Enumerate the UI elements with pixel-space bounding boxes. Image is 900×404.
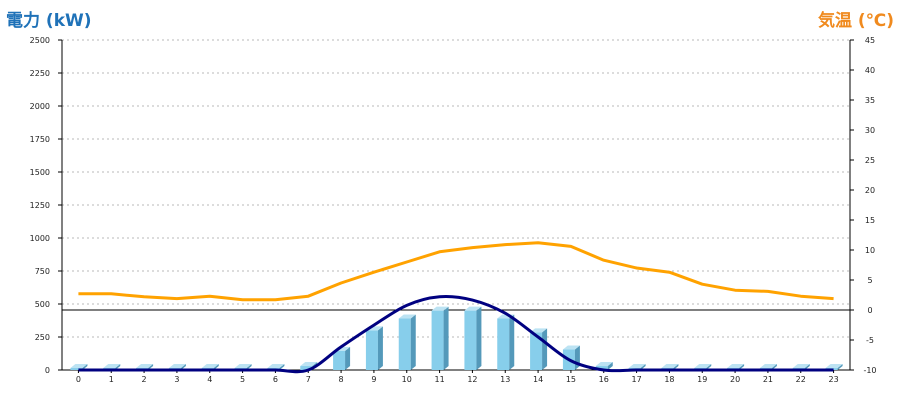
bar-top (661, 364, 679, 369)
x-tick-label: 10 (402, 375, 412, 384)
bar (398, 318, 411, 370)
right-tick-label: 5 (867, 276, 872, 285)
x-tick-label: 18 (664, 375, 674, 384)
x-tick-label: 14 (533, 375, 543, 384)
x-tick-label: 19 (697, 375, 707, 384)
bar (300, 366, 313, 370)
right-tick-label: -5 (866, 336, 874, 345)
x-tick-label: 9 (371, 375, 376, 384)
x-tick-label: 21 (763, 375, 773, 384)
bar (365, 330, 378, 370)
left-tick-label: 750 (35, 267, 50, 276)
x-tick-label: 11 (434, 375, 444, 384)
x-tick-label: 13 (500, 375, 510, 384)
right-tick-label: -10 (863, 366, 876, 375)
x-tick-label: 17 (631, 375, 641, 384)
x-tick-label: 2 (142, 375, 147, 384)
bar-side (837, 364, 843, 370)
x-tick-label: 12 (467, 375, 477, 384)
x-tick-label: 16 (599, 375, 609, 384)
bar-side (509, 314, 515, 370)
x-tick-label: 0 (76, 375, 81, 384)
right-tick-label: 45 (865, 36, 875, 45)
bar-top (103, 364, 121, 369)
bar-top (136, 364, 154, 369)
left-axis-title: 電力 (kW) (6, 11, 92, 31)
bar-side (377, 326, 383, 370)
bar-top (562, 345, 580, 350)
left-tick-label: 0 (45, 366, 50, 375)
bar-top (825, 364, 843, 369)
bar-top (267, 364, 285, 369)
x-tick-label: 20 (730, 375, 740, 384)
bar-side (607, 362, 613, 370)
left-tick-label: 1500 (30, 168, 50, 177)
bar (333, 350, 346, 370)
bar (595, 366, 608, 370)
bar-side (279, 364, 285, 370)
bar (431, 310, 444, 370)
x-tick-label: 3 (174, 375, 179, 384)
x-tick-label: 7 (306, 375, 311, 384)
left-tick-label: 250 (35, 333, 50, 342)
bar (464, 310, 477, 370)
right-tick-label: 40 (865, 66, 875, 75)
x-tick-label: 8 (339, 375, 344, 384)
x-tick-label: 4 (207, 375, 212, 384)
bar-side (476, 306, 482, 370)
bar-top (530, 328, 548, 333)
bar (70, 368, 83, 370)
right-tick-label: 20 (865, 186, 875, 195)
right-tick-label: 15 (865, 216, 875, 225)
bar-side (574, 345, 580, 370)
bar-top (398, 314, 416, 319)
bar-top (234, 364, 252, 369)
x-tick-label: 23 (828, 375, 838, 384)
right-tick-label: 35 (865, 96, 875, 105)
bar-top (759, 364, 777, 369)
bar-top (694, 364, 712, 369)
bar-side (443, 306, 449, 370)
bar-top (464, 306, 482, 311)
x-tick-label: 6 (273, 375, 278, 384)
bar (530, 332, 543, 370)
right-tick-label: 0 (867, 306, 872, 315)
left-tick-label: 2250 (30, 69, 50, 78)
right-tick-label: 25 (865, 156, 875, 165)
left-tick-label: 1250 (30, 201, 50, 210)
bar-top (628, 364, 646, 369)
left-tick-label: 2500 (30, 36, 50, 45)
right-tick-label: 10 (865, 246, 875, 255)
bar-top (70, 364, 88, 369)
right-tick-label: 30 (865, 126, 875, 135)
left-tick-label: 1750 (30, 135, 50, 144)
power-line (78, 294, 834, 374)
bar-top (201, 364, 219, 369)
bar-top (431, 306, 449, 311)
bar-side (542, 328, 548, 370)
bar-top (300, 362, 318, 367)
x-tick-label: 15 (566, 375, 576, 384)
right-axis-title: 気温 (℃) (817, 11, 894, 31)
bar-top (792, 364, 810, 369)
temperature-line (78, 241, 834, 302)
left-tick-label: 2000 (30, 102, 50, 111)
bar-side (345, 346, 351, 370)
x-tick-label: 1 (109, 375, 114, 384)
x-tick-label: 5 (240, 375, 245, 384)
x-tick-label: 22 (796, 375, 806, 384)
bar-side (410, 314, 416, 370)
bar-top (727, 364, 745, 369)
bar-top (595, 362, 613, 367)
bar (497, 318, 510, 370)
left-tick-label: 1000 (30, 234, 50, 243)
bar-top (168, 364, 186, 369)
left-tick-label: 500 (35, 300, 50, 309)
